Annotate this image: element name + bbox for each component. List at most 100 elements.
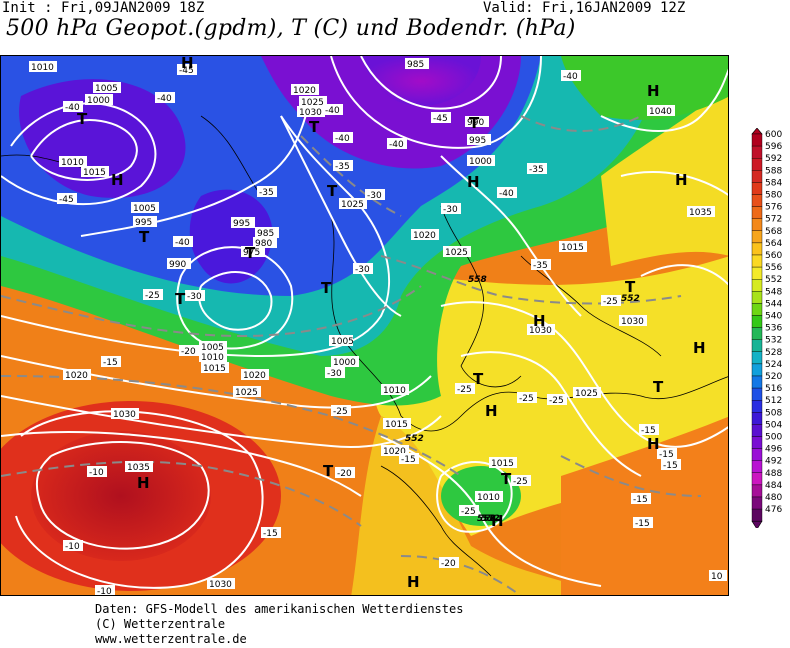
legend-swatch <box>751 460 763 474</box>
init-time: Init : Fri,09JAN2009 18Z <box>2 0 205 16</box>
geopot-label: 552 <box>481 514 500 524</box>
low-marker: T <box>653 378 664 396</box>
temp-label: -35 <box>533 261 548 271</box>
legend-value: 596 <box>765 142 782 152</box>
temp-label: -25 <box>549 396 564 406</box>
legend-swatch <box>751 242 763 256</box>
legend-swatch <box>751 448 763 461</box>
legend-value: 540 <box>765 312 782 322</box>
low-marker: T <box>321 279 332 297</box>
legend-value: 512 <box>765 396 782 406</box>
credit-website: www.wetterzentrale.de <box>95 632 247 646</box>
high-marker: H <box>675 171 688 189</box>
pressure-label: 990 <box>467 118 484 128</box>
legend-swatch <box>751 230 763 244</box>
low-marker: T <box>473 370 484 388</box>
geopot-label: 552 <box>405 434 424 444</box>
color-fill-layer <box>1 56 728 595</box>
low-marker: T <box>625 278 636 296</box>
temp-label: -15 <box>103 358 118 368</box>
legend-value: 544 <box>765 299 782 309</box>
high-marker: H <box>647 435 660 453</box>
pressure-label: 1005 <box>133 204 156 214</box>
temp-label: -30 <box>355 265 370 275</box>
temp-label: -15 <box>633 495 648 505</box>
temp-label: -15 <box>641 426 656 436</box>
legend-swatch <box>751 424 763 437</box>
temp-label: -40 <box>389 140 404 150</box>
pressure-label: 1020 <box>413 231 436 241</box>
legend-value: 552 <box>765 275 782 285</box>
temp-label: -25 <box>145 291 160 301</box>
temp-label: -10 <box>89 468 104 478</box>
temp-label: -15 <box>659 450 674 460</box>
pressure-label: 1015 <box>385 420 408 430</box>
pressure-label: 985 <box>257 229 274 239</box>
temp-label: -25 <box>603 297 618 307</box>
legend-arrow-bottom <box>751 520 763 530</box>
legend-value: 476 <box>765 505 782 515</box>
pressure-labels: 1010 1005 1000 1020 1025 1030 985 990 99… <box>29 58 715 590</box>
legend-swatch <box>751 218 763 231</box>
pressure-label: 1030 <box>621 317 644 327</box>
temp-label: -25 <box>461 507 476 517</box>
pressure-label: 995 <box>135 218 152 228</box>
legend-swatch <box>751 387 763 401</box>
map-canvas: 1010 1005 1000 1020 1025 1030 985 990 99… <box>1 56 728 595</box>
temp-label: -40 <box>157 94 172 104</box>
legend-swatch <box>751 472 763 486</box>
isobar-layer <box>1 56 728 589</box>
pressure-centers: H H H H H H H H H H H H T T T T T T T T … <box>77 56 706 591</box>
pressure-label: 1010 <box>477 493 500 503</box>
legend-value: 492 <box>765 457 782 467</box>
legend-value: 508 <box>765 408 782 418</box>
temp-label: -40 <box>65 103 80 113</box>
valid-time: Valid: Fri,16JAN2009 12Z <box>483 0 686 16</box>
temp-label: -40 <box>325 106 340 116</box>
pressure-label: 990 <box>169 260 186 270</box>
legend-value: 520 <box>765 372 782 382</box>
legend-value: 528 <box>765 348 782 358</box>
legend-value: 516 <box>765 384 782 394</box>
legend-value: 504 <box>765 420 782 430</box>
legend-arrow-top <box>751 127 763 135</box>
legend-value: 548 <box>765 287 782 297</box>
pressure-label: 1020 <box>65 371 88 381</box>
pressure-label: 1040 <box>649 107 672 117</box>
legend-swatch <box>751 278 763 292</box>
high-marker: H <box>137 474 150 492</box>
legend-swatch <box>751 194 763 207</box>
legend-value: 556 <box>765 263 782 273</box>
legend-swatch <box>751 436 763 449</box>
high-marker: H <box>647 82 660 100</box>
pressure-label: 1030 <box>209 580 232 590</box>
pressure-label: 1025 <box>235 388 258 398</box>
pressure-label: 1030 <box>113 410 136 420</box>
temp-label: -30 <box>443 205 458 215</box>
legend-value: 572 <box>765 215 782 225</box>
temp-label: -15 <box>663 461 678 471</box>
legend-value: 480 <box>765 493 782 503</box>
legend-swatch <box>751 145 763 159</box>
temp-label: -35 <box>259 188 274 198</box>
legend-swatch <box>751 375 763 389</box>
pressure-label: 1000 <box>469 157 492 167</box>
temp-label: -20 <box>337 469 352 479</box>
temp-label: -35 <box>529 165 544 175</box>
legend-swatch <box>751 412 763 425</box>
pressure-label: 1015 <box>83 168 106 178</box>
temp-label: -15 <box>401 455 416 465</box>
temp-label: -20 <box>181 347 196 357</box>
credit-data-source: Daten: GFS-Modell des amerikanischen Wet… <box>95 602 464 616</box>
pressure-label: 1005 <box>201 343 224 353</box>
pressure-label: 1025 <box>445 248 468 258</box>
high-marker: H <box>111 171 124 189</box>
pressure-label: 1025 <box>341 200 364 210</box>
pressure-label: 1005 <box>331 337 354 347</box>
temp-label: -30 <box>367 191 382 201</box>
high-marker: H <box>491 512 504 530</box>
pressure-label: 1020 <box>383 447 406 457</box>
legend-value: 564 <box>765 239 782 249</box>
legend-value: 576 <box>765 203 782 213</box>
temp-label: -40 <box>175 238 190 248</box>
